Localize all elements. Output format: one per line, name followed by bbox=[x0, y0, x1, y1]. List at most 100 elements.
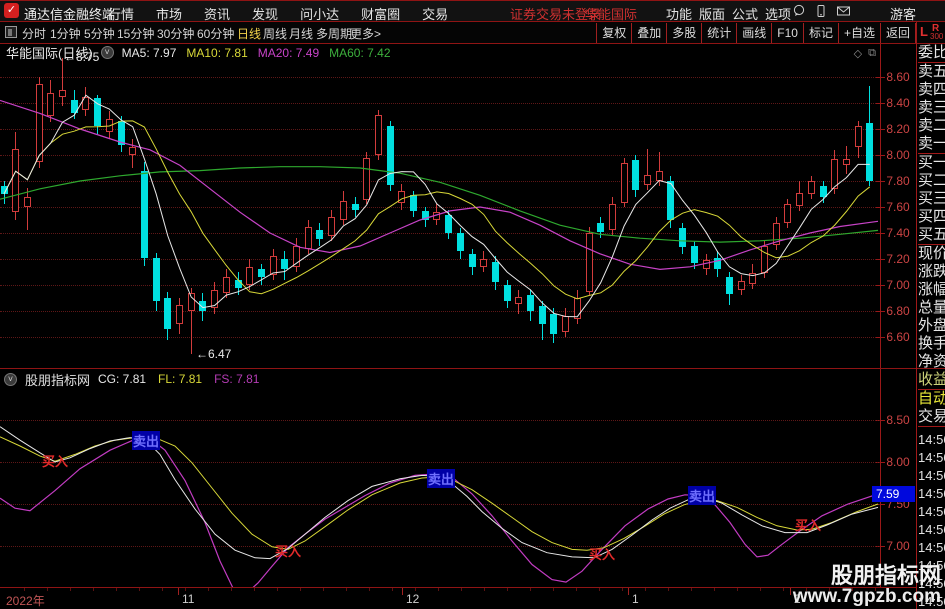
sidebar-row-净资[interactable]: 净资 bbox=[918, 353, 945, 370]
candle[interactable] bbox=[410, 195, 417, 211]
candle[interactable] bbox=[725, 277, 733, 295]
sidebar-row-涨跌[interactable]: 涨跌 bbox=[918, 263, 945, 280]
candle[interactable] bbox=[293, 246, 300, 267]
candle[interactable] bbox=[176, 304, 183, 324]
candle[interactable] bbox=[269, 256, 277, 275]
toolbar-button-复权[interactable]: 复权 bbox=[596, 22, 631, 43]
toolbar-button-+自选[interactable]: +自选 bbox=[837, 22, 880, 43]
candle[interactable] bbox=[866, 122, 874, 181]
candle[interactable] bbox=[503, 285, 511, 301]
candle[interactable] bbox=[597, 222, 605, 232]
candle[interactable] bbox=[164, 298, 172, 330]
period-tab-日线[interactable]: 日线 bbox=[237, 27, 262, 41]
candle[interactable] bbox=[772, 222, 780, 245]
lot-right-button[interactable]: R bbox=[932, 23, 940, 34]
sidebar-row-买五[interactable]: 买五 bbox=[918, 226, 945, 243]
sidebar-row-买二[interactable]: 买二 bbox=[918, 172, 945, 189]
sidebar-row-买四[interactable]: 买四 bbox=[918, 208, 945, 225]
menu-item-问小达[interactable]: 问小达 bbox=[300, 7, 340, 22]
toolbar-button-返回[interactable]: 返回 bbox=[879, 22, 916, 43]
user-guest-label[interactable]: 游客 bbox=[890, 7, 917, 22]
candle[interactable] bbox=[515, 296, 523, 305]
sidebar-row-卖一[interactable]: 卖一 bbox=[918, 135, 945, 152]
sidebar-row-外盘[interactable]: 外盘 bbox=[918, 317, 945, 334]
period-tab-周线[interactable]: 周线 bbox=[263, 27, 288, 41]
candle[interactable] bbox=[807, 181, 815, 194]
candle[interactable] bbox=[527, 295, 534, 311]
candle[interactable] bbox=[23, 196, 31, 207]
candle[interactable] bbox=[480, 259, 488, 267]
menu-item-市场[interactable]: 市场 bbox=[156, 7, 183, 22]
menu-item-发现[interactable]: 发现 bbox=[252, 7, 279, 22]
candle[interactable] bbox=[222, 277, 230, 293]
sidebar-row-交易[interactable]: 交易 bbox=[918, 408, 945, 425]
sidebar-row-卖四[interactable]: 卖四 bbox=[918, 81, 945, 98]
candle[interactable] bbox=[47, 92, 55, 116]
period-tab-60分钟[interactable]: 60分钟 bbox=[197, 27, 235, 41]
chat-icon[interactable] bbox=[792, 4, 806, 18]
candle[interactable] bbox=[784, 204, 792, 223]
candle[interactable] bbox=[831, 158, 839, 189]
candle[interactable] bbox=[690, 246, 698, 263]
candle[interactable] bbox=[550, 313, 558, 335]
current-stock-name[interactable]: 华能国际 bbox=[585, 7, 638, 22]
sidebar-row-涨幅[interactable]: 涨幅 bbox=[918, 281, 945, 298]
candle[interactable] bbox=[328, 217, 336, 236]
candle[interactable] bbox=[620, 162, 628, 204]
candle[interactable] bbox=[363, 157, 371, 201]
candle[interactable] bbox=[445, 214, 453, 233]
sidebar-row-卖二[interactable]: 卖二 bbox=[918, 117, 945, 134]
period-tab-1分钟[interactable]: 1分钟 bbox=[50, 27, 81, 41]
candle[interactable] bbox=[702, 260, 710, 270]
menu-item-资讯[interactable]: 资讯 bbox=[204, 7, 231, 22]
chevron-down-icon[interactable]: ˅ bbox=[100, 46, 114, 59]
candle[interactable] bbox=[456, 233, 464, 252]
page-icon[interactable]: ⧉ bbox=[868, 47, 876, 59]
candle[interactable] bbox=[94, 97, 102, 127]
tick-time-list[interactable]: 14:56 14:56 14:56 14:56 14:56 14:56 14:56 14:56… bbox=[918, 431, 945, 609]
period-tab-月线[interactable]: 月线 bbox=[289, 27, 314, 41]
menu-item-功能[interactable]: 功能 bbox=[666, 7, 693, 22]
indicator-panel[interactable]: 买入 买入 买入 买入 卖出 卖出 卖出 bbox=[0, 389, 880, 596]
candle[interactable] bbox=[796, 192, 804, 206]
toolbar-button-叠加[interactable]: 叠加 bbox=[631, 22, 666, 43]
layout-icon[interactable] bbox=[5, 26, 17, 38]
menu-item-公式[interactable]: 公式 bbox=[732, 7, 759, 22]
sidebar-row-买一[interactable]: 买一 bbox=[918, 154, 945, 171]
sidebar-row-卖五[interactable]: 卖五 bbox=[918, 63, 945, 80]
candle[interactable] bbox=[304, 226, 312, 249]
candle[interactable] bbox=[70, 100, 78, 114]
period-tab-30分钟[interactable]: 30分钟 bbox=[157, 27, 195, 41]
candle[interactable] bbox=[199, 300, 207, 311]
period-tab-更多>[interactable]: 更多> bbox=[350, 27, 382, 41]
sidebar-row-委比[interactable]: 委比 bbox=[918, 44, 945, 61]
candle[interactable] bbox=[749, 273, 757, 284]
candle[interactable] bbox=[257, 269, 265, 278]
candle[interactable] bbox=[82, 96, 90, 110]
mail-icon[interactable] bbox=[836, 4, 851, 18]
candle[interactable] bbox=[374, 114, 382, 155]
candle[interactable] bbox=[608, 204, 616, 231]
candle[interactable] bbox=[129, 147, 137, 155]
login-status[interactable]: 证券交易未登录 bbox=[510, 7, 602, 22]
toolbar-button-画线[interactable]: 画线 bbox=[736, 22, 771, 43]
toolbar-button-多股[interactable]: 多股 bbox=[666, 22, 701, 43]
candle[interactable] bbox=[737, 281, 745, 291]
period-tab-分时[interactable]: 分时 bbox=[22, 27, 47, 41]
candle[interactable] bbox=[644, 174, 651, 185]
sidebar-row-换手[interactable]: 换手 bbox=[918, 335, 945, 352]
menu-item-财富圈[interactable]: 财富圈 bbox=[361, 7, 401, 22]
sidebar-row-卖三[interactable]: 卖三 bbox=[918, 99, 945, 116]
sidebar-row-现价[interactable]: 现价 bbox=[918, 245, 945, 262]
sidebar-row-买三[interactable]: 买三 bbox=[918, 190, 945, 207]
candle[interactable] bbox=[234, 279, 242, 288]
lot-toggle[interactable]: L R 300 bbox=[919, 23, 945, 43]
candle[interactable] bbox=[842, 158, 850, 166]
candle[interactable] bbox=[538, 305, 546, 324]
menu-item-交易[interactable]: 交易 bbox=[422, 7, 449, 22]
sidebar-row-收益[interactable]: 收益 bbox=[918, 371, 945, 388]
period-tab-15分钟[interactable]: 15分钟 bbox=[117, 27, 155, 41]
time-axis[interactable]: 2022年 11 12 1 2 bbox=[0, 588, 945, 609]
candle[interactable] bbox=[351, 204, 359, 210]
candle[interactable] bbox=[140, 170, 148, 258]
